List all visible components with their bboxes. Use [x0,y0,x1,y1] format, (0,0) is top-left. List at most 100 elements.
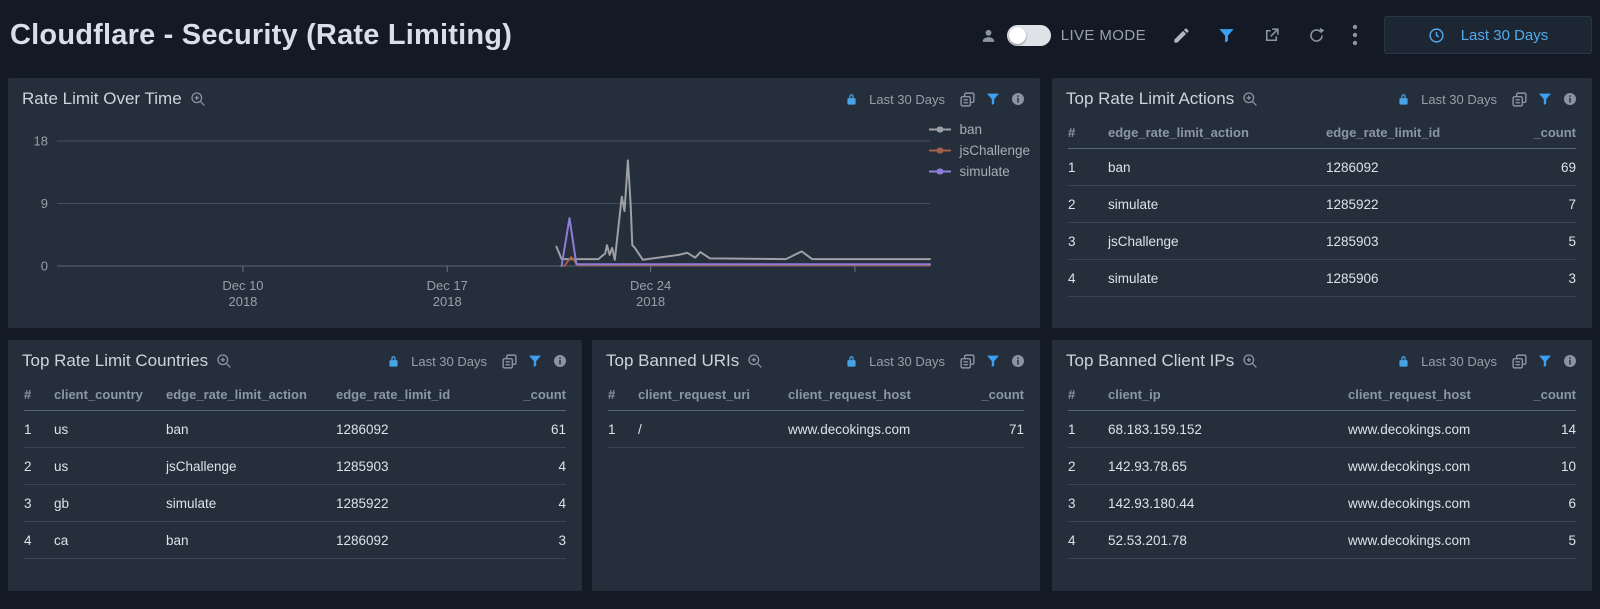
table-row[interactable]: 3 gb simulate 1285922 4 [24,485,566,522]
copy-icon[interactable] [959,353,976,370]
column-header[interactable]: _count [523,387,566,402]
column-header[interactable]: # [24,387,32,402]
table-cell: 1286092 [1326,159,1379,175]
info-icon[interactable] [1562,353,1578,369]
legend-item-jsChallenge[interactable]: jsChallenge [929,143,1030,158]
time-range-button[interactable]: Last 30 Days [1384,16,1592,54]
table-cell: 71 [1008,421,1024,437]
series-marker-icon [929,168,952,175]
panel-time-range[interactable]: Last 30 Days [1421,91,1497,107]
table-row[interactable]: 3 jsChallenge 1285903 5 [1068,223,1576,260]
zoom-in-icon[interactable] [216,353,232,369]
table-row[interactable]: 2 us jsChallenge 1285903 4 [24,448,566,485]
info-icon[interactable] [1562,91,1578,107]
table-cell: 2 [24,458,32,474]
zoom-in-icon[interactable] [1242,353,1258,369]
table-cell: 52.53.201.78 [1108,532,1187,548]
svg-text:2018: 2018 [433,294,462,309]
panel-time-range[interactable]: Last 30 Days [869,91,945,107]
column-header[interactable]: edge_rate_limit_id [336,387,451,402]
panel-top-rate-limit-actions: Top Rate Limit Actions Last 30 Days # edg… [1052,78,1592,328]
svg-text:Dec 17: Dec 17 [427,278,468,293]
table-header-row: # client_ip client_request_host _count [1068,379,1576,411]
table-row[interactable]: 4 52.53.201.78 www.decokings.com 5 [1068,522,1576,559]
table-row[interactable]: 1 68.183.159.152 www.decokings.com 14 [1068,411,1576,448]
zoom-in-icon[interactable] [1242,91,1258,107]
export-icon[interactable] [1262,26,1281,45]
table-cell: 3 [558,532,566,548]
live-mode-toggle[interactable] [1006,24,1051,46]
copy-icon[interactable] [1511,91,1528,108]
table-cell: www.decokings.com [1348,421,1471,437]
column-header[interactable]: edge_rate_limit_id [1326,125,1441,140]
table-cell: 6 [1568,495,1576,511]
column-header[interactable]: _count [1533,125,1576,140]
filter-icon[interactable] [1537,353,1553,369]
panel-time-range[interactable]: Last 30 Days [869,353,945,369]
table-cell: 1285903 [336,458,389,474]
table-row[interactable]: 4 simulate 1285906 3 [1068,260,1576,297]
user-icon [980,27,997,44]
column-header[interactable]: # [1068,125,1076,140]
ips-table: # client_ip client_request_host _count 1 68.1… [1068,379,1576,559]
panel-time-range[interactable]: Last 30 Days [411,353,487,369]
column-header[interactable]: _count [981,387,1024,402]
table-cell: 5 [1568,233,1576,249]
zoom-in-icon[interactable] [747,353,763,369]
edit-pencil-icon[interactable] [1172,26,1191,45]
table-cell: 2 [1068,458,1076,474]
table-cell: 4 [558,495,566,511]
clock-icon [1429,27,1444,43]
table-row[interactable]: 1 / www.decokings.com 71 [608,411,1024,448]
column-header[interactable]: client_request_uri [638,387,750,402]
table-cell: 142.93.180.44 [1108,495,1195,511]
table-row[interactable]: 1 ban 1286092 69 [1068,149,1576,186]
table-cell: jsChallenge [166,458,237,474]
filter-icon[interactable] [985,353,1001,369]
table-cell: 3 [1568,270,1576,286]
panel-title: Top Rate Limit Actions [1066,89,1235,108]
filter-icon[interactable] [527,353,543,369]
time-range-label: Last 30 Days [1460,26,1549,44]
column-header[interactable]: client_ip [1108,387,1161,402]
column-header[interactable]: client_request_host [788,387,911,402]
column-header[interactable]: # [1068,387,1076,402]
table-cell: 1285922 [1326,196,1379,212]
table-row[interactable]: 2 simulate 1285922 7 [1068,186,1576,223]
column-header[interactable]: edge_rate_limit_action [166,387,307,402]
table-row[interactable]: 4 ca ban 1286092 3 [24,522,566,559]
chart-legend: ban jsChallenge simulate [929,122,1030,179]
filter-icon[interactable] [1537,91,1553,107]
legend-item-ban[interactable]: ban [929,122,1030,137]
info-icon[interactable] [552,353,568,369]
table-row[interactable]: 1 us ban 1286092 61 [24,411,566,448]
column-header[interactable]: client_request_host [1348,387,1471,402]
filter-icon[interactable] [985,91,1001,107]
series-marker-icon [929,126,952,133]
info-icon[interactable] [1010,353,1026,369]
panel-time-range[interactable]: Last 30 Days [1421,353,1497,369]
info-icon[interactable] [1010,91,1026,107]
svg-text:9: 9 [41,196,48,211]
table-cell: / [638,421,642,437]
table-cell: 3 [1068,495,1076,511]
column-header[interactable]: _count [1533,387,1576,402]
table-header-row: # edge_rate_limit_action edge_rate_limit_i… [1068,117,1576,149]
kebab-menu-icon[interactable] [1352,24,1358,46]
table-header-row: # client_request_uri client_request_host _c… [608,379,1024,411]
table-row[interactable]: 3 142.93.180.44 www.decokings.com 6 [1068,485,1576,522]
zoom-in-icon[interactable] [190,91,206,107]
column-header[interactable]: client_country [54,387,143,402]
lock-icon [1399,93,1408,105]
table-row[interactable]: 2 142.93.78.65 www.decokings.com 10 [1068,448,1576,485]
table-cell: www.decokings.com [788,421,911,437]
column-header[interactable]: # [608,387,616,402]
copy-icon[interactable] [1511,353,1528,370]
column-header[interactable]: edge_rate_limit_action [1108,125,1249,140]
copy-icon[interactable] [501,353,518,370]
copy-icon[interactable] [959,91,976,108]
refresh-icon[interactable] [1307,26,1326,45]
table-cell: 1286092 [336,532,389,548]
legend-item-simulate[interactable]: simulate [929,164,1030,179]
filter-icon[interactable] [1217,26,1236,45]
